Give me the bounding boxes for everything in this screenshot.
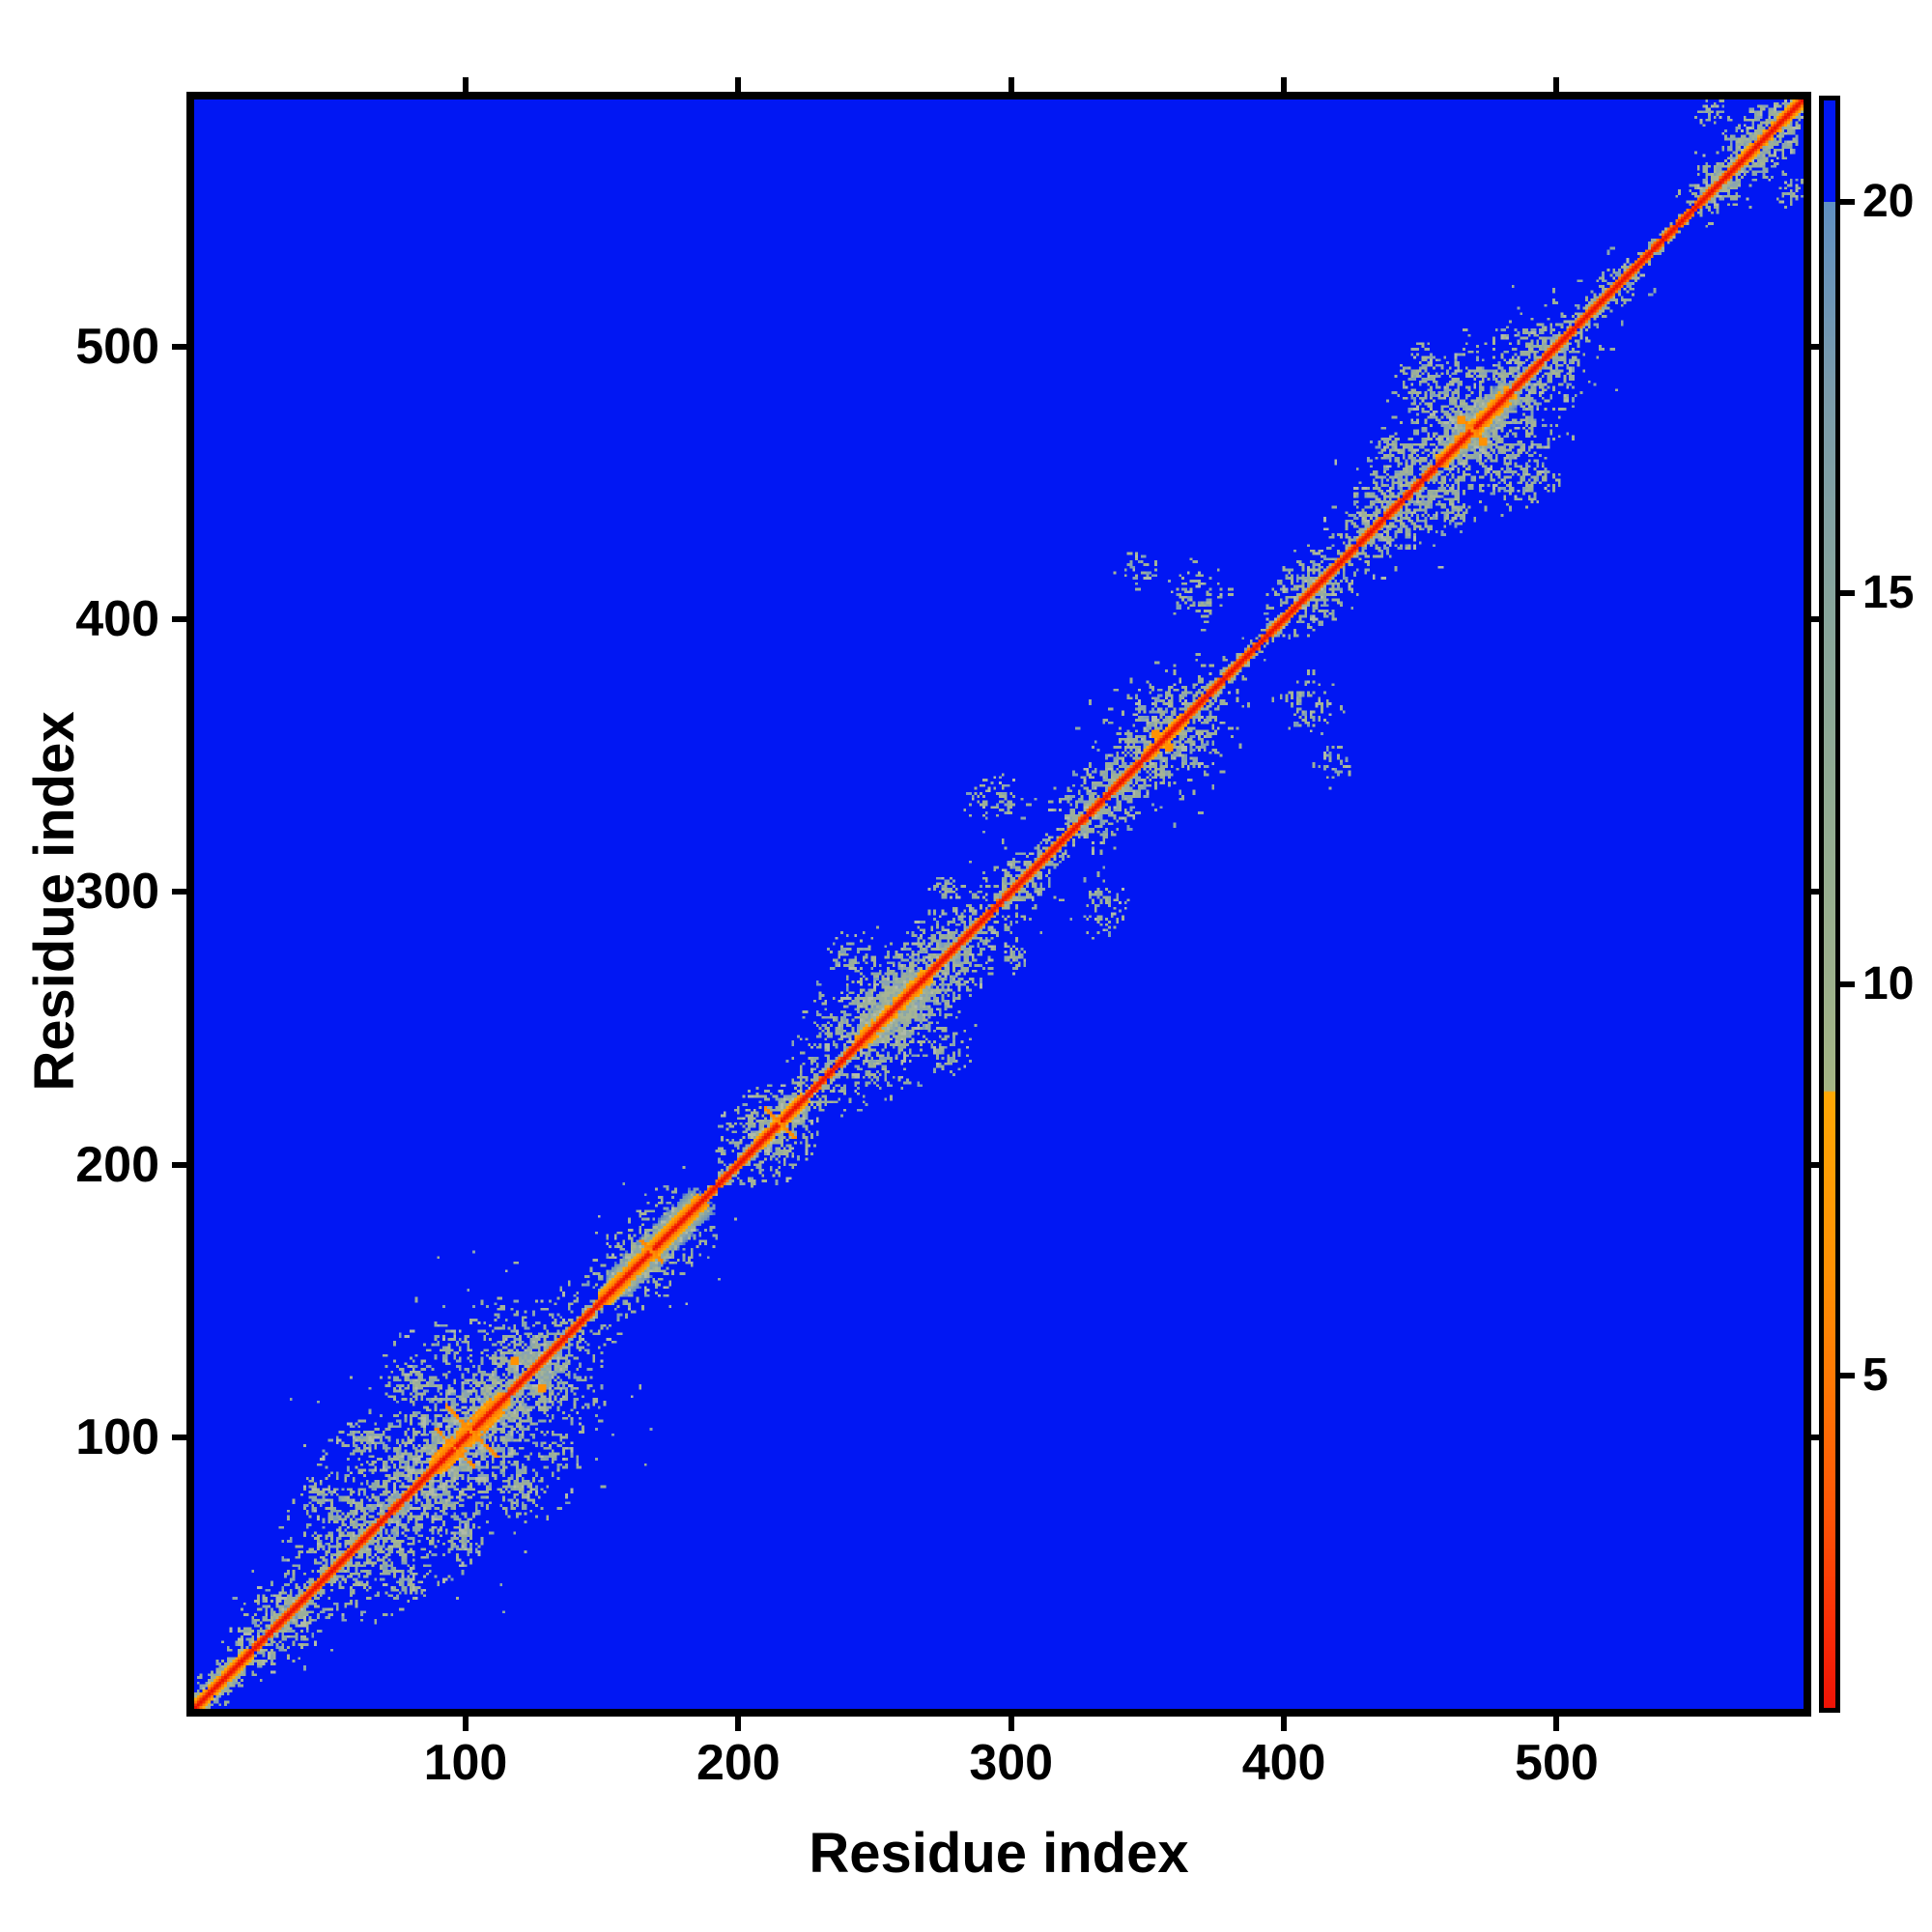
y-axis-tick <box>172 1161 186 1168</box>
y-axis-tick <box>172 889 186 895</box>
y-axis-title: Residue index <box>23 711 86 1092</box>
colorbar-tick-label: 20 <box>1862 176 1915 228</box>
colorbar-tick-label: 15 <box>1862 567 1915 619</box>
x-axis-tick-label: 300 <box>969 1735 1054 1791</box>
colorbar-tick-label: 10 <box>1862 957 1915 1009</box>
y-axis-tick-label: 100 <box>75 1409 159 1466</box>
colorbar-tick <box>1840 1372 1855 1378</box>
colorbar <box>1819 96 1840 1713</box>
x-axis-tick-top <box>1008 77 1014 92</box>
x-axis-tick <box>1281 1717 1288 1731</box>
colorbar-gradient <box>1824 100 1835 1708</box>
plot-frame <box>186 92 1811 1717</box>
x-axis-tick-top <box>735 77 742 92</box>
colorbar-tick-label: 5 <box>1862 1349 1889 1401</box>
x-axis-tick-top <box>462 77 469 92</box>
colorbar-tick <box>1840 199 1855 206</box>
contact-map-heatmap <box>194 99 1804 1709</box>
y-axis-tick-label: 500 <box>75 318 159 375</box>
y-axis-tick <box>172 1435 186 1441</box>
x-axis-tick <box>1553 1717 1560 1731</box>
x-axis-tick <box>735 1717 742 1731</box>
y-axis-tick-label: 200 <box>75 1136 159 1193</box>
y-axis-tick-right <box>1811 1435 1826 1441</box>
y-axis-tick-right <box>1811 615 1826 622</box>
y-axis-tick-right <box>1811 889 1826 895</box>
x-axis-tick-top <box>1553 77 1560 92</box>
y-axis-tick <box>172 343 186 350</box>
y-axis-tick-right <box>1811 1161 1826 1168</box>
x-axis-tick-label: 500 <box>1515 1735 1599 1791</box>
colorbar-tick <box>1840 590 1855 597</box>
x-axis-tick <box>1008 1717 1014 1731</box>
x-axis-title: Residue index <box>809 1822 1189 1885</box>
y-axis-tick <box>172 615 186 622</box>
x-axis-tick <box>462 1717 469 1731</box>
y-axis-tick-label: 400 <box>75 590 159 647</box>
x-axis-tick-label: 100 <box>423 1735 508 1791</box>
y-axis-tick-label: 300 <box>75 864 159 921</box>
x-axis-tick-top <box>1281 77 1288 92</box>
colorbar-tick <box>1840 980 1855 987</box>
y-axis-tick-right <box>1811 343 1826 350</box>
x-axis-tick-label: 200 <box>696 1735 781 1791</box>
x-axis-tick-label: 400 <box>1241 1735 1326 1791</box>
